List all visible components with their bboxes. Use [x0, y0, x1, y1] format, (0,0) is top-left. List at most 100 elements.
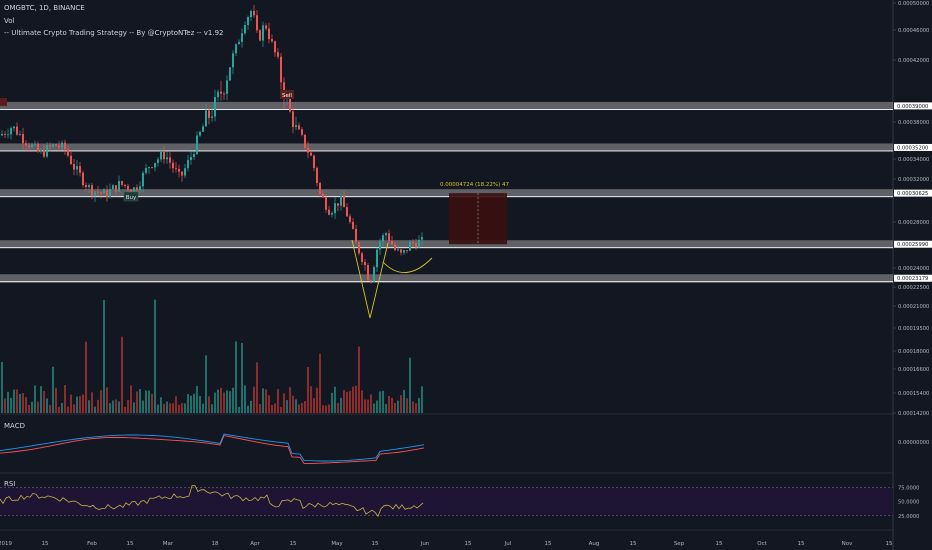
candle-body [313, 155, 315, 169]
candle-body [133, 187, 135, 192]
level-label: 0.00030625 [897, 191, 928, 197]
volume-bar [298, 404, 300, 413]
volume-bar [166, 401, 168, 413]
candle-body [364, 261, 366, 265]
price-label: 0.00022500 [898, 285, 929, 291]
candle-body [22, 133, 24, 144]
volume-bar [355, 385, 357, 413]
candle-body [403, 250, 405, 253]
candle-body [373, 267, 375, 282]
candle-body [208, 110, 210, 118]
candle-body [322, 193, 324, 198]
volume-bar [172, 403, 174, 413]
candle-body [187, 160, 189, 169]
volume-bar [214, 392, 216, 413]
candle-body [388, 233, 390, 241]
candle-body [121, 181, 123, 185]
candle-body [94, 191, 96, 196]
symbol-title[interactable]: OMGBTC, 1D, BINANCE [4, 4, 85, 12]
volume-bar [226, 390, 228, 413]
volume-bar [211, 404, 213, 413]
volume-bar [391, 397, 393, 413]
price-label: 0.00014200 [898, 411, 929, 417]
candle-body [205, 110, 207, 127]
volume-bar [379, 391, 381, 413]
volume-bar [163, 403, 165, 413]
volume-bar [88, 400, 90, 413]
level-label: 0.00035200 [897, 145, 928, 151]
candle-body [223, 93, 225, 95]
v-pattern [351, 239, 389, 319]
volume-bar [409, 357, 411, 413]
candle-body [253, 11, 255, 16]
candle-body [1, 133, 3, 136]
time-label: Apr [250, 541, 260, 547]
volume-bar [100, 390, 102, 413]
candle-body [217, 91, 219, 98]
overlays: Buy Sell 0.00004724 (18.22%) 47 [0, 90, 510, 319]
candle-body [31, 144, 33, 148]
rsi-title[interactable]: RSI [4, 480, 16, 488]
level-label: 0.00025990 [897, 242, 928, 248]
volume-legend[interactable]: Vol [4, 17, 15, 25]
candle-body [37, 143, 39, 152]
level-tag [894, 143, 932, 151]
level-label: 0.00039000 [897, 104, 928, 110]
candle-body [415, 243, 417, 248]
candle-body [7, 134, 9, 136]
volume-bar [25, 397, 27, 413]
strategy-legend[interactable]: -- Ultimate Crypto Trading Strategy -- B… [4, 29, 224, 37]
volume-bar [109, 403, 111, 413]
volume-bar [328, 404, 330, 413]
candle-body [202, 126, 204, 132]
time-label: 18 [212, 541, 219, 547]
time-label: Feb [87, 541, 97, 547]
volume-bar [136, 391, 138, 413]
volume-bar [376, 400, 378, 413]
candle-body [124, 184, 126, 186]
time-label: 15 [798, 541, 805, 547]
candle-body [109, 189, 111, 197]
time-label: Nov [842, 541, 853, 547]
volume-bar [394, 402, 396, 413]
candle-body [292, 111, 294, 128]
candle-body [295, 125, 297, 128]
candle-body [151, 167, 153, 168]
volume-bar [124, 406, 126, 413]
macd-zero-label: 0.00000000 [898, 440, 929, 446]
volume-bar [28, 405, 30, 413]
cup-pattern [382, 257, 433, 273]
volume-bar [178, 404, 180, 413]
volume-bars [1, 299, 423, 413]
time-label: 15 [465, 541, 472, 547]
candle-body [169, 157, 171, 163]
candle-body [52, 144, 54, 147]
volume-bar [304, 401, 306, 413]
time-label: Sep [674, 541, 685, 547]
volume-bar [106, 387, 108, 413]
candle-body [40, 150, 42, 152]
volume-bar [76, 396, 78, 413]
volume-bar [415, 403, 417, 413]
candle-body [58, 145, 60, 148]
volume-bar [397, 400, 399, 413]
time-label: Mar [163, 541, 174, 547]
volume-bar [112, 400, 114, 413]
macd-title[interactable]: MACD [4, 422, 25, 430]
volume-bar [319, 353, 321, 413]
candle-body [367, 264, 369, 281]
volume-bar [7, 391, 9, 413]
candle-body [64, 142, 66, 150]
time-label: 15 [886, 541, 893, 547]
volume-bar [235, 341, 237, 413]
volume-bar [217, 389, 219, 413]
candle-body [34, 143, 36, 145]
candle-body [238, 41, 240, 45]
volume-bar [142, 400, 144, 413]
candle-body [97, 191, 99, 193]
candle-body [274, 41, 276, 53]
rsi-pane: 75.0000 50.0000 25.0000 [0, 485, 919, 520]
candle-body [379, 241, 381, 250]
volume-bar [193, 393, 195, 413]
